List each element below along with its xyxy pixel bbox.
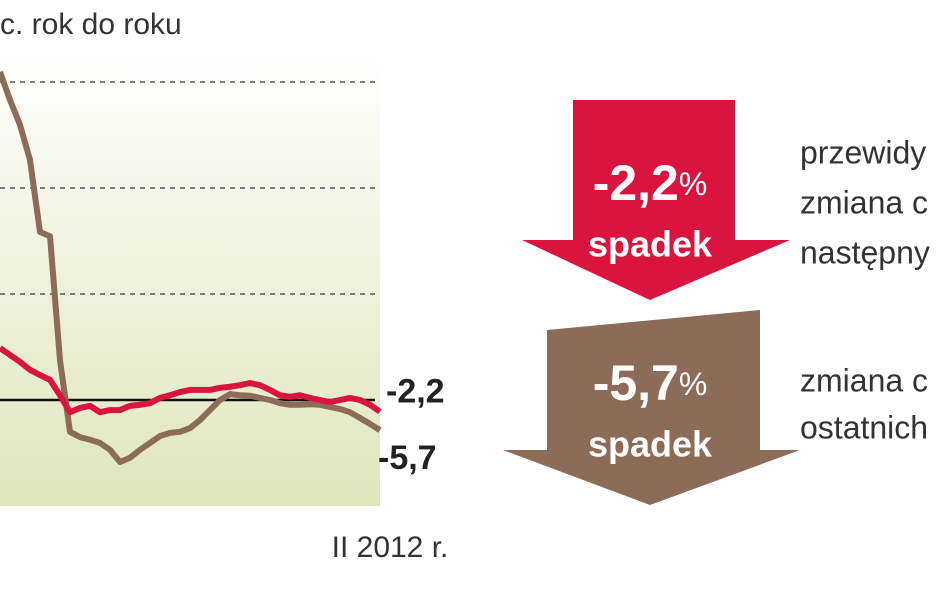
value-label: -2,2 [386,373,445,411]
value-label: -5,7 [378,439,437,477]
chart-title: c. rok do roku [0,8,182,41]
callout-number: -5,7 [593,355,679,411]
callout-number: -2,2 [593,155,679,211]
callout-value: -2,2% [593,155,708,211]
callout-text: zmiana c [800,362,928,398]
x-tick-label: II 2012 r. [332,531,449,564]
callout-unit: % [679,366,707,402]
callout-text: ostatnich [800,409,928,445]
plot-area [0,56,380,506]
callout-arrow [503,310,800,505]
callout-caption: spadek [588,224,713,265]
callout-text: przewidy [800,134,926,170]
callout-arrow [522,100,790,300]
series-line [0,70,382,466]
callout-caption: spadek [588,424,713,465]
callout-value: -5,7% [593,355,708,411]
callout-unit: % [679,166,707,202]
series-line [0,345,382,416]
callout-text: następny [800,234,930,270]
callout-text: zmiana c [800,184,928,220]
